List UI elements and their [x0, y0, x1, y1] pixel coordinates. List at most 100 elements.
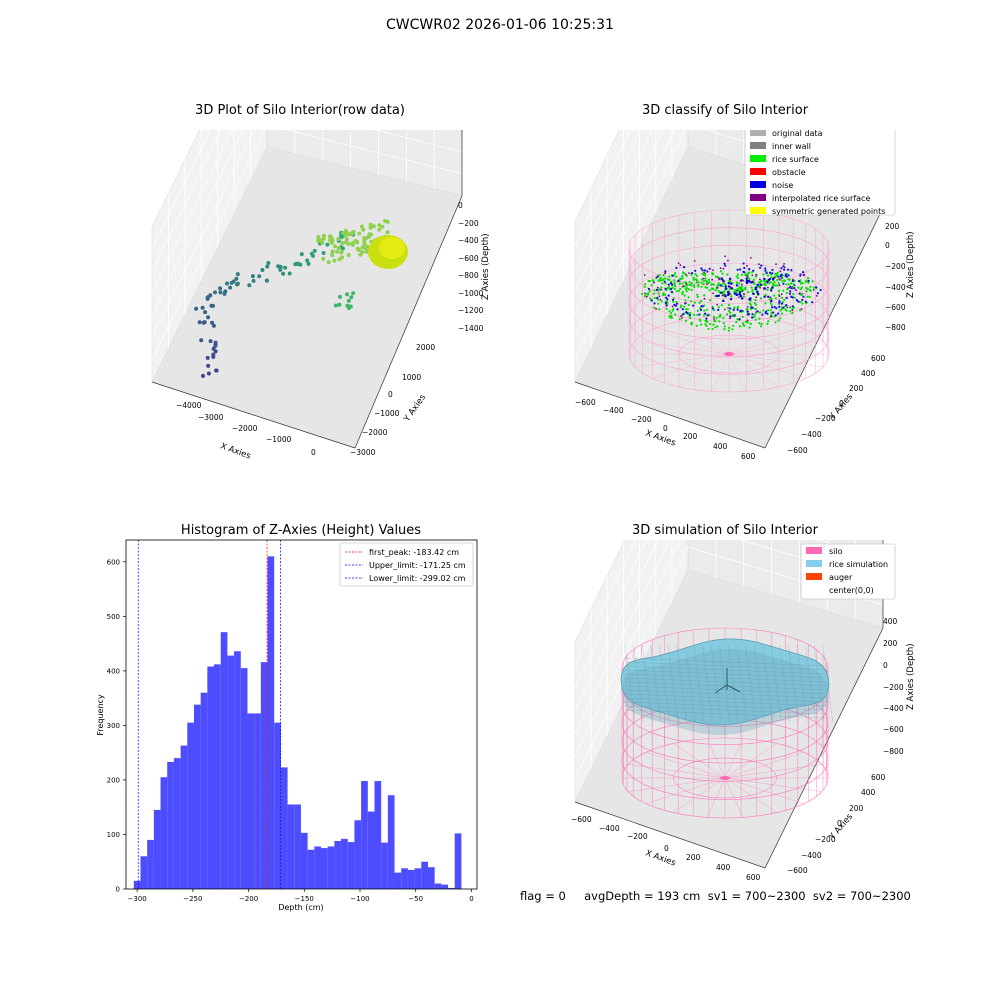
raw-data-point [278, 267, 283, 272]
noise-point [807, 279, 810, 282]
rice-surface-point [690, 284, 693, 287]
noise-point [754, 286, 758, 289]
rice-surface-point [742, 295, 746, 298]
rice-surface-point [764, 293, 767, 296]
raw-data-point [312, 248, 317, 253]
noise-point [727, 281, 730, 285]
rice-surface-point [805, 286, 808, 290]
raw-ytick: −3000 [350, 448, 376, 457]
noise-point [793, 287, 796, 290]
histogram-bar [274, 722, 281, 889]
surface-mesh [745, 644, 756, 723]
rice-surface-point [646, 293, 649, 296]
rice-surface-point [702, 314, 705, 317]
rice-surface-point [772, 282, 775, 285]
gridline [574, 130, 653, 291]
x-tick-label: −200 [239, 895, 258, 903]
raw-data-point [377, 223, 382, 228]
rice-surface-point [758, 311, 761, 314]
noise-point [732, 308, 735, 311]
rice-surface-point [758, 281, 761, 284]
interpolated-point [783, 263, 785, 265]
surface-mesh [753, 644, 765, 723]
rice-surface-point [753, 282, 756, 285]
surface-mesh [771, 644, 782, 723]
noise-point [765, 272, 768, 275]
interpolated-point [755, 273, 757, 276]
histogram-bar [361, 781, 368, 889]
sim-ytick: 0 [837, 819, 842, 828]
raw-data-point [333, 244, 337, 249]
interpolated-point [767, 286, 769, 289]
noise-point [763, 277, 766, 281]
gridline [151, 130, 211, 250]
rice-surface-point [774, 284, 777, 287]
rice-surface-point [705, 308, 708, 311]
histogram-bar [454, 833, 462, 889]
surface-mesh [642, 644, 653, 723]
noise-point [763, 295, 766, 298]
histogram-bar [267, 556, 275, 889]
rice-surface-point [748, 326, 751, 329]
rice-surface-point [760, 325, 763, 328]
raw-data-point [357, 231, 362, 236]
rice-surface-point [762, 273, 765, 276]
histogram-bar [401, 868, 408, 889]
noise-point [705, 317, 708, 320]
silo-wireframe-ring [673, 757, 777, 799]
simulation-3d-plot[interactable]: −600 −400 −200 0 200 400 600 600 400 200… [565, 540, 925, 880]
rice-surface-point [683, 305, 686, 308]
hist-ylabel: Frequency [96, 694, 105, 736]
raw-ztick: −1400 [458, 324, 484, 333]
sim-ytick: −600 [787, 866, 808, 875]
cls-ytick: −400 [801, 430, 822, 439]
raw-ylabel: Y Axies [402, 392, 429, 424]
rice-surface-point [805, 290, 808, 293]
histogram-bar [321, 848, 328, 889]
noise-point [804, 300, 807, 303]
histogram-bar [300, 832, 308, 889]
noise-point [729, 277, 732, 280]
histogram-chart[interactable]: −300 −250 −200 −150 −100 −50 0 0 100 200 300 400 500… [85, 535, 485, 920]
sim-ytick: 400 [861, 788, 876, 797]
noise-point [682, 313, 685, 316]
sim-ztick: −200 [883, 683, 904, 692]
raw-3d-plot[interactable]: −4000 −3000 −2000 −1000 0 2000 1000 0 −1… [140, 130, 500, 470]
raw-data-point [316, 235, 321, 240]
rice-surface-point [716, 325, 719, 328]
classify-3d-plot[interactable]: −600 −400 −200 0 200 400 600 600 400 200… [565, 130, 925, 470]
sim-xtick: 600 [746, 873, 761, 880]
rice-surface-point [760, 322, 763, 325]
noise-point [756, 290, 759, 294]
interpolated-point [718, 277, 720, 280]
interpolated-point [727, 259, 729, 262]
noise-point [770, 289, 773, 292]
cls-xtick: −200 [631, 415, 652, 424]
rice-surface-point [714, 326, 717, 329]
rice-surface-point [786, 288, 789, 291]
y-tick-label: 100 [107, 831, 120, 839]
rice-surface-point [659, 276, 662, 280]
rice-surface-point [671, 309, 674, 312]
rice-surface-point [707, 278, 711, 281]
y-axis-line [764, 207, 884, 449]
noise-point [743, 271, 746, 274]
interpolated-point [788, 287, 790, 289]
histogram-bar [153, 809, 161, 889]
raw-data-point [360, 245, 365, 250]
rice-surface-point [696, 313, 699, 317]
raw-data-point [348, 304, 353, 309]
noise-point [733, 314, 736, 317]
noise-point [665, 304, 668, 307]
histogram-bar [260, 662, 268, 889]
raw-data-point [298, 262, 303, 267]
interpolated-point [799, 275, 802, 277]
x-tick-label: 0 [469, 895, 473, 903]
surface-mesh [702, 644, 713, 723]
rice-surface-point [750, 286, 753, 289]
interpolated-point [716, 303, 719, 306]
noise-point [752, 269, 755, 272]
interpolated-point [724, 255, 726, 258]
rice-surface-point [780, 312, 784, 315]
rice-surface-point [695, 279, 699, 282]
